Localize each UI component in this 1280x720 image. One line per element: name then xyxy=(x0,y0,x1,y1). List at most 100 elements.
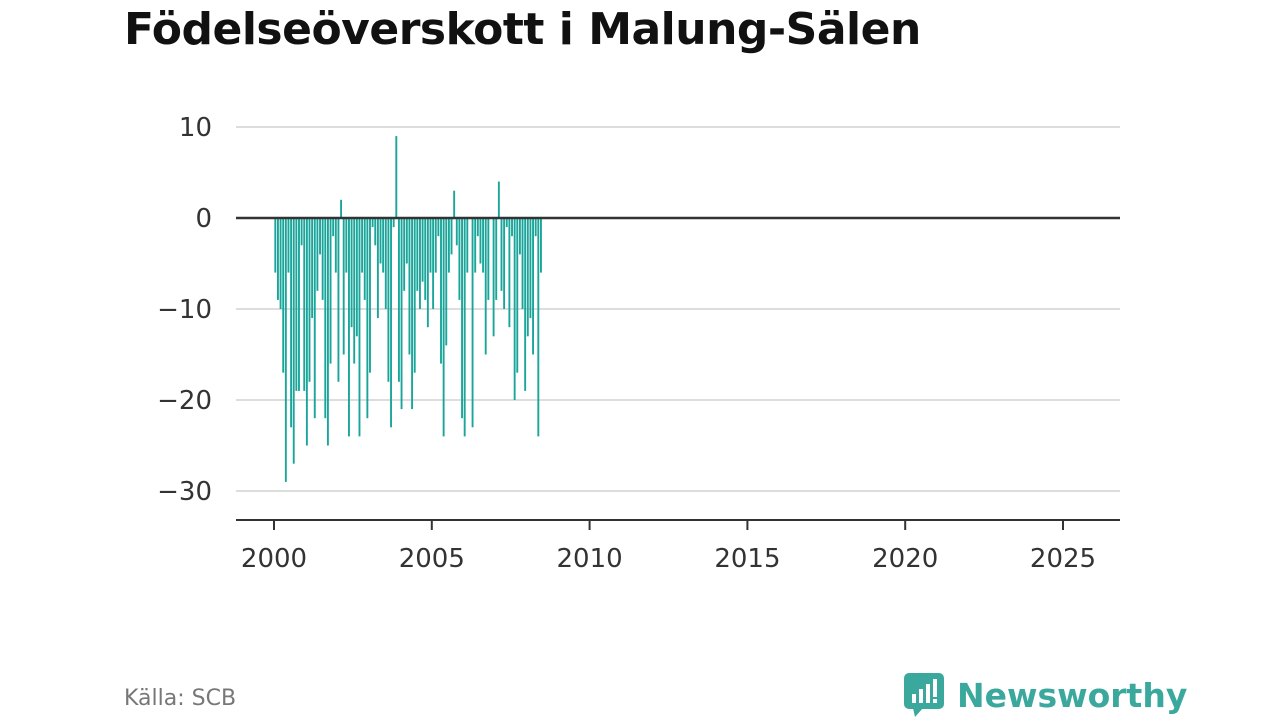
bar xyxy=(274,218,277,273)
bar xyxy=(353,218,356,364)
bar xyxy=(384,218,387,309)
bar xyxy=(337,218,340,382)
bar xyxy=(479,218,482,264)
bar xyxy=(516,218,519,373)
gridlines xyxy=(236,126,1120,492)
bar xyxy=(390,218,392,428)
bar xyxy=(363,218,366,300)
bar xyxy=(405,218,408,264)
y-tick-label: −20 xyxy=(157,386,212,416)
bar xyxy=(484,218,487,355)
bar xyxy=(416,218,419,291)
bar xyxy=(350,218,353,328)
bar xyxy=(474,218,477,273)
bar xyxy=(450,218,453,255)
bar xyxy=(513,218,516,400)
bar xyxy=(442,218,445,437)
bar xyxy=(534,218,537,237)
bar xyxy=(434,218,437,273)
bar xyxy=(332,218,335,237)
bar xyxy=(374,218,377,246)
bar xyxy=(279,218,282,309)
chart-title: Födelseöverskott i Malung-Sälen xyxy=(124,4,921,55)
bar xyxy=(348,218,350,437)
newsworthy-logo-icon xyxy=(904,673,944,717)
bar xyxy=(324,218,327,419)
bar xyxy=(432,218,435,309)
bar xyxy=(537,218,540,437)
bar xyxy=(395,136,398,218)
bar xyxy=(287,218,290,273)
bar xyxy=(518,218,521,255)
bar xyxy=(355,218,358,337)
y-tick-label: 10 xyxy=(179,113,212,143)
bar xyxy=(497,181,500,218)
x-tick-label: 2010 xyxy=(557,544,623,574)
bar xyxy=(458,218,461,300)
bar xyxy=(529,218,532,319)
bar xyxy=(300,218,303,246)
bar xyxy=(284,218,287,482)
bar xyxy=(447,218,450,273)
bar xyxy=(495,218,498,300)
bar xyxy=(403,218,406,291)
bar xyxy=(440,218,442,364)
x-tick-label: 2020 xyxy=(872,544,938,574)
bar xyxy=(308,218,311,382)
x-axis-ticks: 2000 2005 2010 2015 2020 2025 xyxy=(241,520,1096,574)
bar xyxy=(463,218,466,437)
bar xyxy=(316,218,319,291)
bar xyxy=(492,218,495,337)
bar xyxy=(295,218,298,391)
bar xyxy=(471,218,474,428)
bar xyxy=(521,218,524,309)
bar xyxy=(437,218,440,237)
x-tick-label: 2015 xyxy=(714,544,780,574)
bar xyxy=(466,218,469,273)
bar xyxy=(505,218,508,228)
bar xyxy=(413,218,416,373)
bar xyxy=(461,218,463,419)
bar xyxy=(290,218,293,428)
bar xyxy=(379,218,382,264)
bar xyxy=(321,218,324,300)
bar xyxy=(366,218,369,419)
y-tick-label: −10 xyxy=(157,295,212,325)
bar xyxy=(482,218,485,273)
y-tick-label: 0 xyxy=(195,204,212,234)
bar xyxy=(298,218,300,391)
x-tick-label: 2005 xyxy=(399,544,465,574)
bar xyxy=(524,218,527,391)
bar xyxy=(305,218,308,446)
x-tick-label: 2025 xyxy=(1030,544,1096,574)
bar xyxy=(526,218,529,337)
brand-logo: Newsworthy xyxy=(903,672,1187,718)
bar xyxy=(361,218,364,273)
bar xyxy=(511,218,513,237)
bar xyxy=(503,218,506,309)
bar xyxy=(408,218,411,355)
bar xyxy=(453,190,456,218)
bar xyxy=(500,218,503,291)
bar xyxy=(334,218,337,273)
bar xyxy=(371,218,374,228)
bar xyxy=(303,218,306,391)
bar xyxy=(342,218,345,355)
bar xyxy=(282,218,285,373)
bar xyxy=(397,218,400,382)
bar xyxy=(455,218,458,246)
bar xyxy=(421,218,424,282)
bar xyxy=(319,218,321,255)
bar xyxy=(532,218,535,355)
bar xyxy=(424,218,427,300)
source-label: Källa: SCB xyxy=(124,686,237,711)
y-axis-ticks: 10 0 −10 −20 −30 xyxy=(157,113,212,507)
brand-name: Newsworthy xyxy=(957,675,1188,715)
bar xyxy=(382,218,385,273)
bar xyxy=(358,218,361,437)
bar xyxy=(411,218,414,410)
bar xyxy=(476,218,479,237)
x-tick-label: 2000 xyxy=(241,544,307,574)
bar xyxy=(487,218,490,300)
